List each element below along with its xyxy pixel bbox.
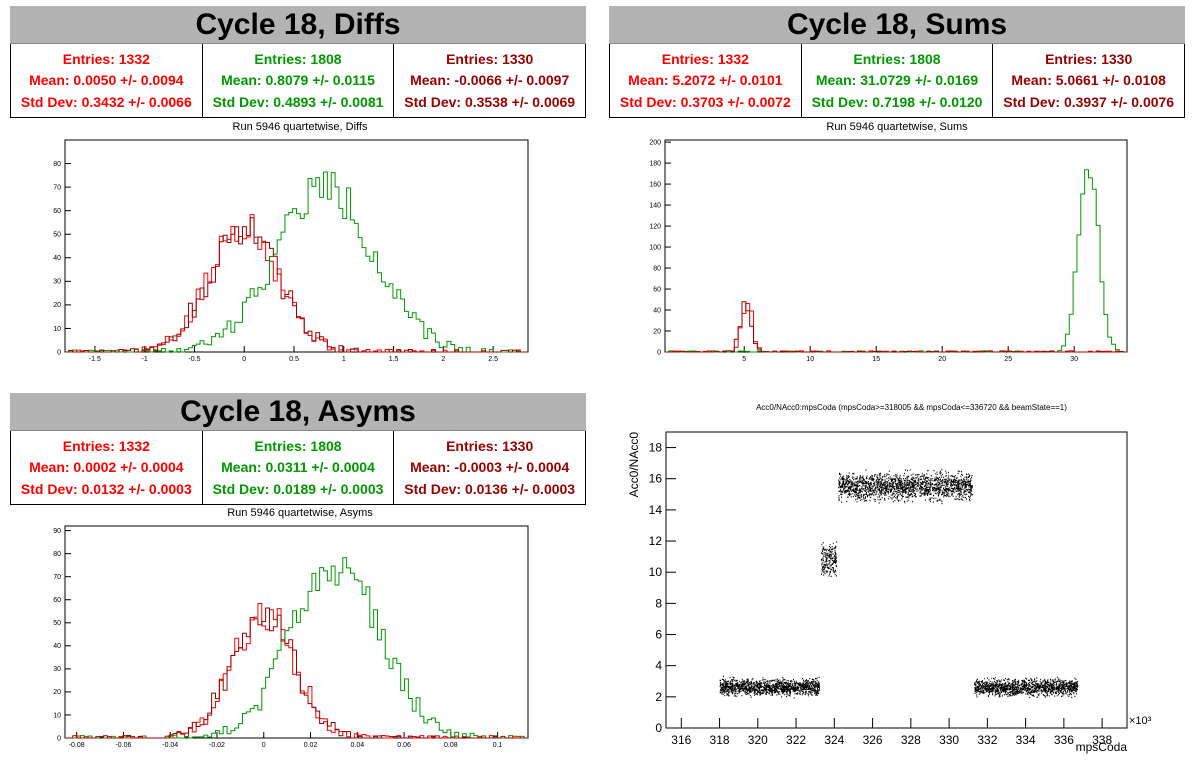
stat-entries: Entries: 1330 [446,437,534,454]
x-tick-label: 0.5 [289,356,299,363]
stats-column-green: Entries: 1808 Mean: 0.0311 +/- 0.0004 St… [201,431,394,504]
stat-entries: Entries: 1808 [254,50,342,67]
sums-stats-box: Entries: 1332 Mean: 5.2072 +/- 0.0101 St… [609,44,1185,118]
x-tick-label: 2.5 [488,356,498,363]
stats-column-red: Entries: 1332 Mean: 0.0002 +/- 0.0004 St… [11,431,202,504]
plot-frame [64,139,529,353]
stat-entries: Entries: 1808 [853,50,941,67]
asyms-stats-box: Entries: 1332 Mean: 0.0002 +/- 0.0004 St… [10,431,586,505]
stat-std: Std Dev: 0.3703 +/- 0.0072 [619,94,791,111]
series-green-histogram [65,171,528,353]
y-tick-label: 40 [53,255,61,262]
stats-column-red: Entries: 1332 Mean: 0.0050 +/- 0.0094 St… [11,44,202,117]
stat-mean: Mean: 5.0661 +/- 0.0108 [1011,72,1166,89]
stat-mean: Mean: 0.8079 +/- 0.0115 [221,72,375,89]
stat-entries: Entries: 1332 [62,437,150,454]
diffs-stats-box: Entries: 1332 Mean: 0.0050 +/- 0.0094 St… [10,44,586,118]
y-tick-label: 10 [53,326,61,333]
stats-column-green: Entries: 1808 Mean: 0.8079 +/- 0.0115 St… [201,44,394,117]
stat-std: Std Dev: 0.0132 +/- 0.0003 [20,481,192,498]
stats-column-green: Entries: 1808 Mean: 31.0729 +/- 0.0169 S… [800,44,993,117]
sums-subtitle: Run 5946 quartetwise, Sums [826,121,968,133]
stat-mean: Mean: 31.0729 +/- 0.0169 [815,72,979,89]
y-tick-label: 30 [53,279,61,286]
stats-column-dark-red: Entries: 1330 Mean: -0.0066 +/- 0.0097 S… [393,44,585,117]
asyms-title: Cycle 18, Asyms [10,393,586,431]
stats-column-red: Entries: 1332 Mean: 5.2072 +/- 0.0101 St… [610,44,801,117]
sums-title: Cycle 18, Sums [609,6,1185,44]
asyms-subtitle: Run 5946 quartetwise, Asyms [227,507,373,519]
y-tick-label: 60 [53,208,61,215]
stat-mean: Mean: -0.0066 +/- 0.0097 [410,72,570,89]
y-tick-label: 0 [57,349,61,356]
stat-std: Std Dev: 0.0189 +/- 0.0003 [212,481,384,498]
diffs-subtitle: Run 5946 quartetwise, Diffs [232,121,368,133]
x-tick-label: 1 [342,356,346,363]
x-tick-label: 0 [242,356,246,363]
stat-entries: Entries: 1330 [1045,50,1133,67]
stats-column-dark-red: Entries: 1330 Mean: -0.0003 +/- 0.0004 S… [393,431,585,504]
stat-mean: Mean: -0.0003 +/- 0.0004 [410,459,570,476]
stat-std: Std Dev: 0.4893 +/- 0.0081 [212,94,384,111]
x-tick-label: 2 [441,356,445,363]
stats-column-dark-red: Entries: 1330 Mean: 5.0661 +/- 0.0108 St… [992,44,1184,117]
y-tick-label: 20 [53,302,61,309]
stat-mean: Mean: 5.2072 +/- 0.0101 [628,72,783,89]
x-tick-label: -1.5 [89,356,101,363]
y-tick-label: 70 [53,184,61,191]
stat-std: Std Dev: 0.3432 +/- 0.0066 [20,94,192,111]
y-tick-label: 50 [53,232,61,239]
diffs-title: Cycle 18, Diffs [10,6,586,44]
stat-mean: Mean: 0.0050 +/- 0.0094 [29,72,184,89]
x-tick-label: -0.5 [188,356,200,363]
stat-entries: Entries: 1332 [62,50,150,67]
x-tick-label: -1 [142,356,148,363]
stat-std: Std Dev: 0.3937 +/- 0.0076 [1003,94,1175,111]
series-dark_red-histogram [65,217,528,353]
stat-std: Std Dev: 0.3538 +/- 0.0069 [404,94,576,111]
stat-std: Std Dev: 0.0136 +/- 0.0003 [404,481,576,498]
series-red-histogram [65,214,528,353]
stat-entries: Entries: 1332 [661,50,749,67]
stat-mean: Mean: 0.0311 +/- 0.0004 [221,459,375,476]
stat-std: Std Dev: 0.7198 +/- 0.0120 [811,94,983,111]
x-tick-label: 1.5 [389,356,399,363]
stat-entries: Entries: 1808 [254,437,342,454]
stat-mean: Mean: 0.0002 +/- 0.0004 [29,459,184,476]
stat-entries: Entries: 1330 [446,50,534,67]
y-tick-label: 80 [53,161,61,168]
